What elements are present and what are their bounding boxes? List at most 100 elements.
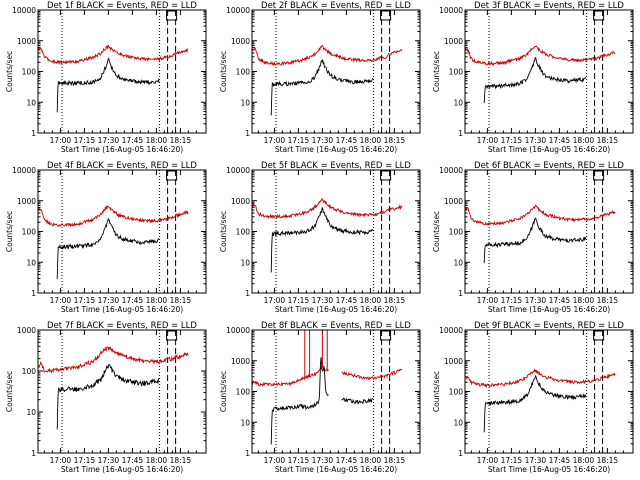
panel-det3-title: Det 3f BLACK = Events, RED = LLD <box>474 1 624 11</box>
x-tick-label: 17:15 <box>501 456 523 465</box>
x-axis-label: Start Time (16-Aug-05 16:46:20) <box>275 465 397 474</box>
interval-box-marker <box>380 330 392 341</box>
series-lld-line <box>252 197 403 220</box>
x-tick-label: 18:15 <box>170 296 192 305</box>
y-tick-label: 1000 <box>444 357 463 366</box>
y-axis-label: Counts/sec <box>5 51 14 92</box>
x-tick-label: 17:00 <box>477 296 499 305</box>
x-axis-label: Start Time (16-Aug-05 16:46:20) <box>61 465 183 474</box>
panel-det8: Det 8f BLACK = Events, RED = LLD 1 10 100 10… <box>219 321 421 474</box>
y-tick-label: 10 <box>26 408 36 417</box>
y-axis-label: Counts/sec <box>432 51 441 92</box>
y-tick-label: 1000 <box>231 357 250 366</box>
plot-frame <box>251 169 421 294</box>
panel-det7-title: Det 7f BLACK = Events, RED = LLD <box>47 321 197 331</box>
x-axis-label: Start Time (16-Aug-05 16:46:20) <box>488 305 610 314</box>
panel-det3: Det 3f BLACK = Events, RED = LLD 1 10 100 10… <box>432 1 634 154</box>
interval-box-marker <box>380 170 392 181</box>
y-tick-label: 1 <box>245 129 250 138</box>
x-tick-label: 18:00 <box>146 296 168 305</box>
x-axis-label: Start Time (16-Aug-05 16:46:20) <box>275 305 397 314</box>
y-tick-label: 100 <box>236 228 251 237</box>
plot-frame <box>464 9 634 134</box>
panel-det6: Det 6f BLACK = Events, RED = LLD 1 10 100 10… <box>432 161 634 314</box>
x-tick-label: 17:30 <box>98 296 120 305</box>
y-axis-label: Counts/sec <box>5 371 14 412</box>
series-lld-line <box>38 44 189 66</box>
series-events-line <box>56 57 160 113</box>
series-lld-line <box>38 205 189 228</box>
series-events-line <box>56 364 160 430</box>
x-tick-label: 17:45 <box>549 296 571 305</box>
x-tick-label: 17:15 <box>74 456 96 465</box>
panel-det8-title: Det 8f BLACK = Events, RED = LLD <box>261 321 411 331</box>
y-tick-label: 1000 <box>17 37 36 46</box>
x-tick-label: 18:15 <box>384 296 406 305</box>
x-tick-label: 17:45 <box>122 136 144 145</box>
x-tick-label: 17:45 <box>336 296 358 305</box>
panel-det1: Det 1f BLACK = Events, RED = LLD 1 10 100 10… <box>5 1 207 154</box>
x-tick-label: 17:30 <box>312 456 334 465</box>
x-tick-label: 18:00 <box>146 136 168 145</box>
x-tick-label: 17:45 <box>549 136 571 145</box>
x-tick-label: 17:30 <box>98 136 120 145</box>
y-tick-label: 100 <box>22 367 37 376</box>
panel-det7: Det 7f BLACK = Events, RED = LLD 1 10 100 10… <box>5 321 207 474</box>
panel-det2-title: Det 2f BLACK = Events, RED = LLD <box>261 1 411 11</box>
x-tick-label: 18:00 <box>146 456 168 465</box>
x-tick-label: 18:15 <box>170 136 192 145</box>
y-tick-label: 1 <box>245 289 250 298</box>
y-tick-label: 10 <box>240 258 250 267</box>
y-tick-label: 1 <box>458 449 463 458</box>
x-tick-label: 18:15 <box>384 136 406 145</box>
x-tick-label: 17:15 <box>501 296 523 305</box>
x-tick-label: 17:00 <box>264 456 286 465</box>
x-tick-label: 18:15 <box>384 456 406 465</box>
plot-frame <box>37 9 207 134</box>
x-tick-label: 18:00 <box>573 456 595 465</box>
x-tick-label: 18:00 <box>360 296 382 305</box>
interval-box-marker <box>166 10 178 21</box>
y-tick-label: 1 <box>31 289 36 298</box>
series-events-line <box>56 217 160 280</box>
x-tick-label: 17:15 <box>288 456 310 465</box>
x-tick-label: 18:15 <box>597 296 619 305</box>
x-tick-label: 17:00 <box>264 296 286 305</box>
series-events-line <box>270 357 374 445</box>
x-tick-label: 17:45 <box>336 456 358 465</box>
plot-frame <box>251 329 421 454</box>
panel-det4: Det 4f BLACK = Events, RED = LLD 1 10 100 10… <box>5 161 207 314</box>
x-tick-label: 17:15 <box>288 136 310 145</box>
y-tick-label: 1000 <box>231 197 250 206</box>
x-tick-label: 18:15 <box>170 456 192 465</box>
y-tick-label: 1 <box>245 449 250 458</box>
panel-det5: Det 5f BLACK = Events, RED = LLD 1 10 100 10… <box>219 161 421 314</box>
y-tick-label: 1000 <box>17 326 36 335</box>
x-tick-label: 17:30 <box>525 296 547 305</box>
y-tick-label: 100 <box>449 228 464 237</box>
y-tick-label: 10 <box>453 418 463 427</box>
series-events-line <box>483 217 587 264</box>
interval-box-marker <box>166 330 178 341</box>
y-tick-label: 1 <box>458 289 463 298</box>
x-tick-label: 17:00 <box>50 456 72 465</box>
interval-box-marker <box>166 170 178 181</box>
plot-frame <box>37 169 207 294</box>
y-tick-label: 10000 <box>226 6 250 15</box>
series-lld-line <box>252 363 403 387</box>
y-tick-label: 10 <box>240 98 250 107</box>
x-tick-label: 17:00 <box>50 136 72 145</box>
y-tick-label: 100 <box>236 68 251 77</box>
y-tick-label: 10000 <box>439 166 463 175</box>
series-events-line <box>483 374 587 433</box>
x-tick-label: 18:00 <box>360 456 382 465</box>
series-events-line <box>270 206 374 273</box>
y-tick-label: 100 <box>449 388 464 397</box>
y-tick-label: 100 <box>22 68 37 77</box>
x-axis-label: Start Time (16-Aug-05 16:46:20) <box>488 465 610 474</box>
interval-box-marker <box>593 330 605 341</box>
panel-det5-title: Det 5f BLACK = Events, RED = LLD <box>261 161 411 171</box>
x-tick-label: 17:45 <box>336 136 358 145</box>
x-tick-label: 17:15 <box>74 296 96 305</box>
panel-det9: Det 9f BLACK = Events, RED = LLD 1 10 100 10… <box>432 321 634 474</box>
